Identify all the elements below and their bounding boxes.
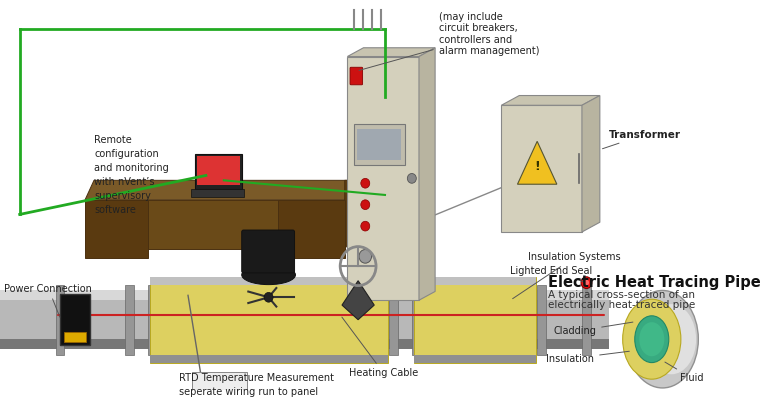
Bar xyxy=(125,285,134,355)
FancyBboxPatch shape xyxy=(350,67,362,85)
FancyBboxPatch shape xyxy=(197,156,240,185)
Ellipse shape xyxy=(626,290,698,388)
Circle shape xyxy=(264,292,273,302)
Text: Insulation: Insulation xyxy=(546,351,629,364)
Text: Electric Heat Tracing Pipe: Electric Heat Tracing Pipe xyxy=(548,275,761,290)
Text: Transformer: Transformer xyxy=(602,130,681,149)
Polygon shape xyxy=(518,141,557,184)
Bar xyxy=(510,285,519,355)
Text: Cladding: Cladding xyxy=(553,322,633,336)
Circle shape xyxy=(361,200,369,210)
Polygon shape xyxy=(348,48,435,56)
Polygon shape xyxy=(344,180,354,248)
Bar xyxy=(277,200,344,258)
FancyBboxPatch shape xyxy=(414,277,537,285)
Text: Insulation Systems: Insulation Systems xyxy=(512,252,621,299)
Polygon shape xyxy=(342,281,374,320)
Text: electrically heat-traced pipe: electrically heat-traced pipe xyxy=(548,300,695,310)
FancyBboxPatch shape xyxy=(151,277,387,285)
FancyBboxPatch shape xyxy=(357,129,401,160)
Ellipse shape xyxy=(622,299,681,379)
Bar xyxy=(85,200,148,258)
FancyBboxPatch shape xyxy=(60,294,91,345)
Bar xyxy=(0,300,609,339)
Bar xyxy=(0,339,609,349)
Text: Power Connection: Power Connection xyxy=(5,284,92,317)
Text: Heating Cable: Heating Cable xyxy=(342,317,419,378)
Bar xyxy=(65,332,86,342)
Bar xyxy=(582,285,591,355)
Bar xyxy=(501,105,582,232)
FancyBboxPatch shape xyxy=(191,372,247,394)
Ellipse shape xyxy=(635,316,669,362)
Circle shape xyxy=(581,277,592,288)
Text: A typical cross-section of an: A typical cross-section of an xyxy=(548,290,695,300)
Circle shape xyxy=(359,250,372,263)
FancyBboxPatch shape xyxy=(414,355,537,362)
Polygon shape xyxy=(419,48,435,300)
Bar xyxy=(55,285,65,355)
Circle shape xyxy=(361,178,369,188)
Bar xyxy=(390,285,398,355)
Text: Remote
configuration
and monitoring
with nVent’s
supervisory
software: Remote configuration and monitoring with… xyxy=(94,134,169,214)
Ellipse shape xyxy=(242,265,295,285)
FancyBboxPatch shape xyxy=(191,189,244,197)
FancyBboxPatch shape xyxy=(354,124,405,165)
Bar xyxy=(0,290,609,349)
Bar xyxy=(537,285,546,355)
FancyBboxPatch shape xyxy=(242,230,294,273)
Ellipse shape xyxy=(647,304,696,374)
Text: RTD Temperature Measurement
seperate wiring run to panel: RTD Temperature Measurement seperate wir… xyxy=(179,373,334,396)
Polygon shape xyxy=(501,96,600,105)
Polygon shape xyxy=(85,180,354,200)
FancyBboxPatch shape xyxy=(151,355,387,362)
Polygon shape xyxy=(85,200,344,248)
FancyBboxPatch shape xyxy=(195,154,242,189)
Text: (may include
circuit breakers,
controllers and
alarm management): (may include circuit breakers, controlle… xyxy=(359,12,539,70)
FancyBboxPatch shape xyxy=(414,277,537,362)
Polygon shape xyxy=(582,96,600,232)
Circle shape xyxy=(408,174,416,183)
Ellipse shape xyxy=(639,322,665,356)
Circle shape xyxy=(361,221,369,231)
Text: !: ! xyxy=(534,160,540,173)
Bar xyxy=(148,285,157,355)
Circle shape xyxy=(583,280,589,286)
Text: Lighted End Seal: Lighted End Seal xyxy=(510,266,593,282)
Bar xyxy=(412,285,421,355)
Bar xyxy=(348,56,419,300)
Text: Fluid: Fluid xyxy=(665,362,704,383)
Bar xyxy=(0,290,609,300)
FancyBboxPatch shape xyxy=(151,277,387,362)
